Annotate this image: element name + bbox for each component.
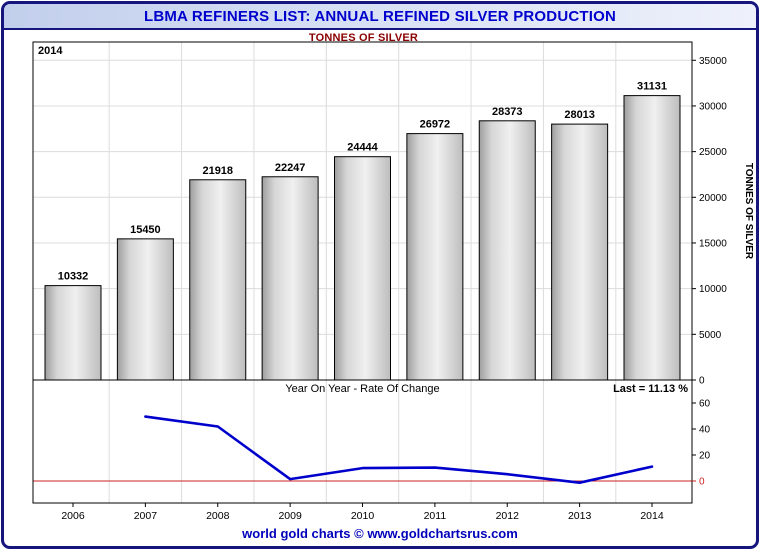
- roc-axis-tick-label: 60: [699, 399, 711, 410]
- roc-last-value-label: Last = 11.13 %: [613, 383, 688, 395]
- x-axis-year-label: 2011: [424, 510, 447, 522]
- x-axis-year-label: 2007: [134, 510, 158, 522]
- production-bar: [44, 285, 102, 381]
- latest-year-annotation: 2014: [38, 45, 63, 57]
- chart-subtitle: TONNES OF SILVER: [308, 32, 419, 44]
- footer-credit: world gold charts © www.goldchartsrus.co…: [242, 526, 518, 541]
- y-axis-tick-label: 10000: [699, 284, 727, 295]
- bar-value-label: 24444: [347, 142, 378, 154]
- production-bar: [334, 156, 391, 381]
- x-axis-year-label: 2006: [61, 510, 85, 522]
- y-axis-tick-label: 20000: [699, 193, 727, 204]
- bar-value-label: 21918: [202, 165, 233, 177]
- x-axis-year-label: 2014: [640, 510, 664, 522]
- y-axis-tick-label: 30000: [699, 101, 727, 112]
- production-bar: [116, 238, 174, 381]
- bar-value-label: 28013: [564, 109, 595, 121]
- production-bar: [406, 133, 464, 381]
- roc-axis-tick-label: 40: [699, 425, 711, 436]
- bar-value-label: 26972: [420, 119, 451, 131]
- y-axis-tick-label: 5000: [699, 330, 722, 341]
- x-axis-year-label: 2008: [206, 510, 230, 522]
- chart-title: LBMA REFINERS LIST: ANNUAL REFINED SILVE…: [143, 7, 617, 25]
- y-axis-tick-label: 25000: [699, 147, 727, 158]
- x-axis-year-label: 2009: [278, 510, 302, 522]
- roc-line: [144, 415, 654, 485]
- roc-axis-tick-label: 20: [699, 451, 711, 462]
- x-axis-year-label: 2013: [568, 510, 592, 522]
- y-axis-tick-label: 15000: [699, 238, 727, 249]
- roc-panel-title: Year On Year - Rate Of Change: [285, 383, 439, 395]
- bar-value-label: 10332: [58, 271, 89, 283]
- bar-value-label: 22247: [275, 162, 306, 174]
- roc-axis-tick-label: 0: [699, 477, 705, 488]
- production-bar: [551, 123, 609, 381]
- production-bar: [189, 179, 247, 381]
- bar-value-label: 28373: [492, 106, 523, 118]
- production-bar: [623, 95, 681, 381]
- bar-value-label: 15450: [130, 224, 161, 236]
- y-axis-tick-label: 35000: [699, 56, 727, 67]
- x-axis-year-label: 2010: [351, 510, 375, 522]
- bar-value-label: 31131: [637, 81, 667, 93]
- x-axis-year-label: 2012: [496, 510, 520, 522]
- title-bar: LBMA REFINERS LIST: ANNUAL REFINED SILVE…: [4, 4, 756, 30]
- production-bar: [261, 176, 319, 381]
- y-axis-title: TONNES OF SILVER: [743, 163, 754, 260]
- production-bar: [478, 120, 536, 381]
- y-axis-tick-label: 0: [699, 376, 705, 387]
